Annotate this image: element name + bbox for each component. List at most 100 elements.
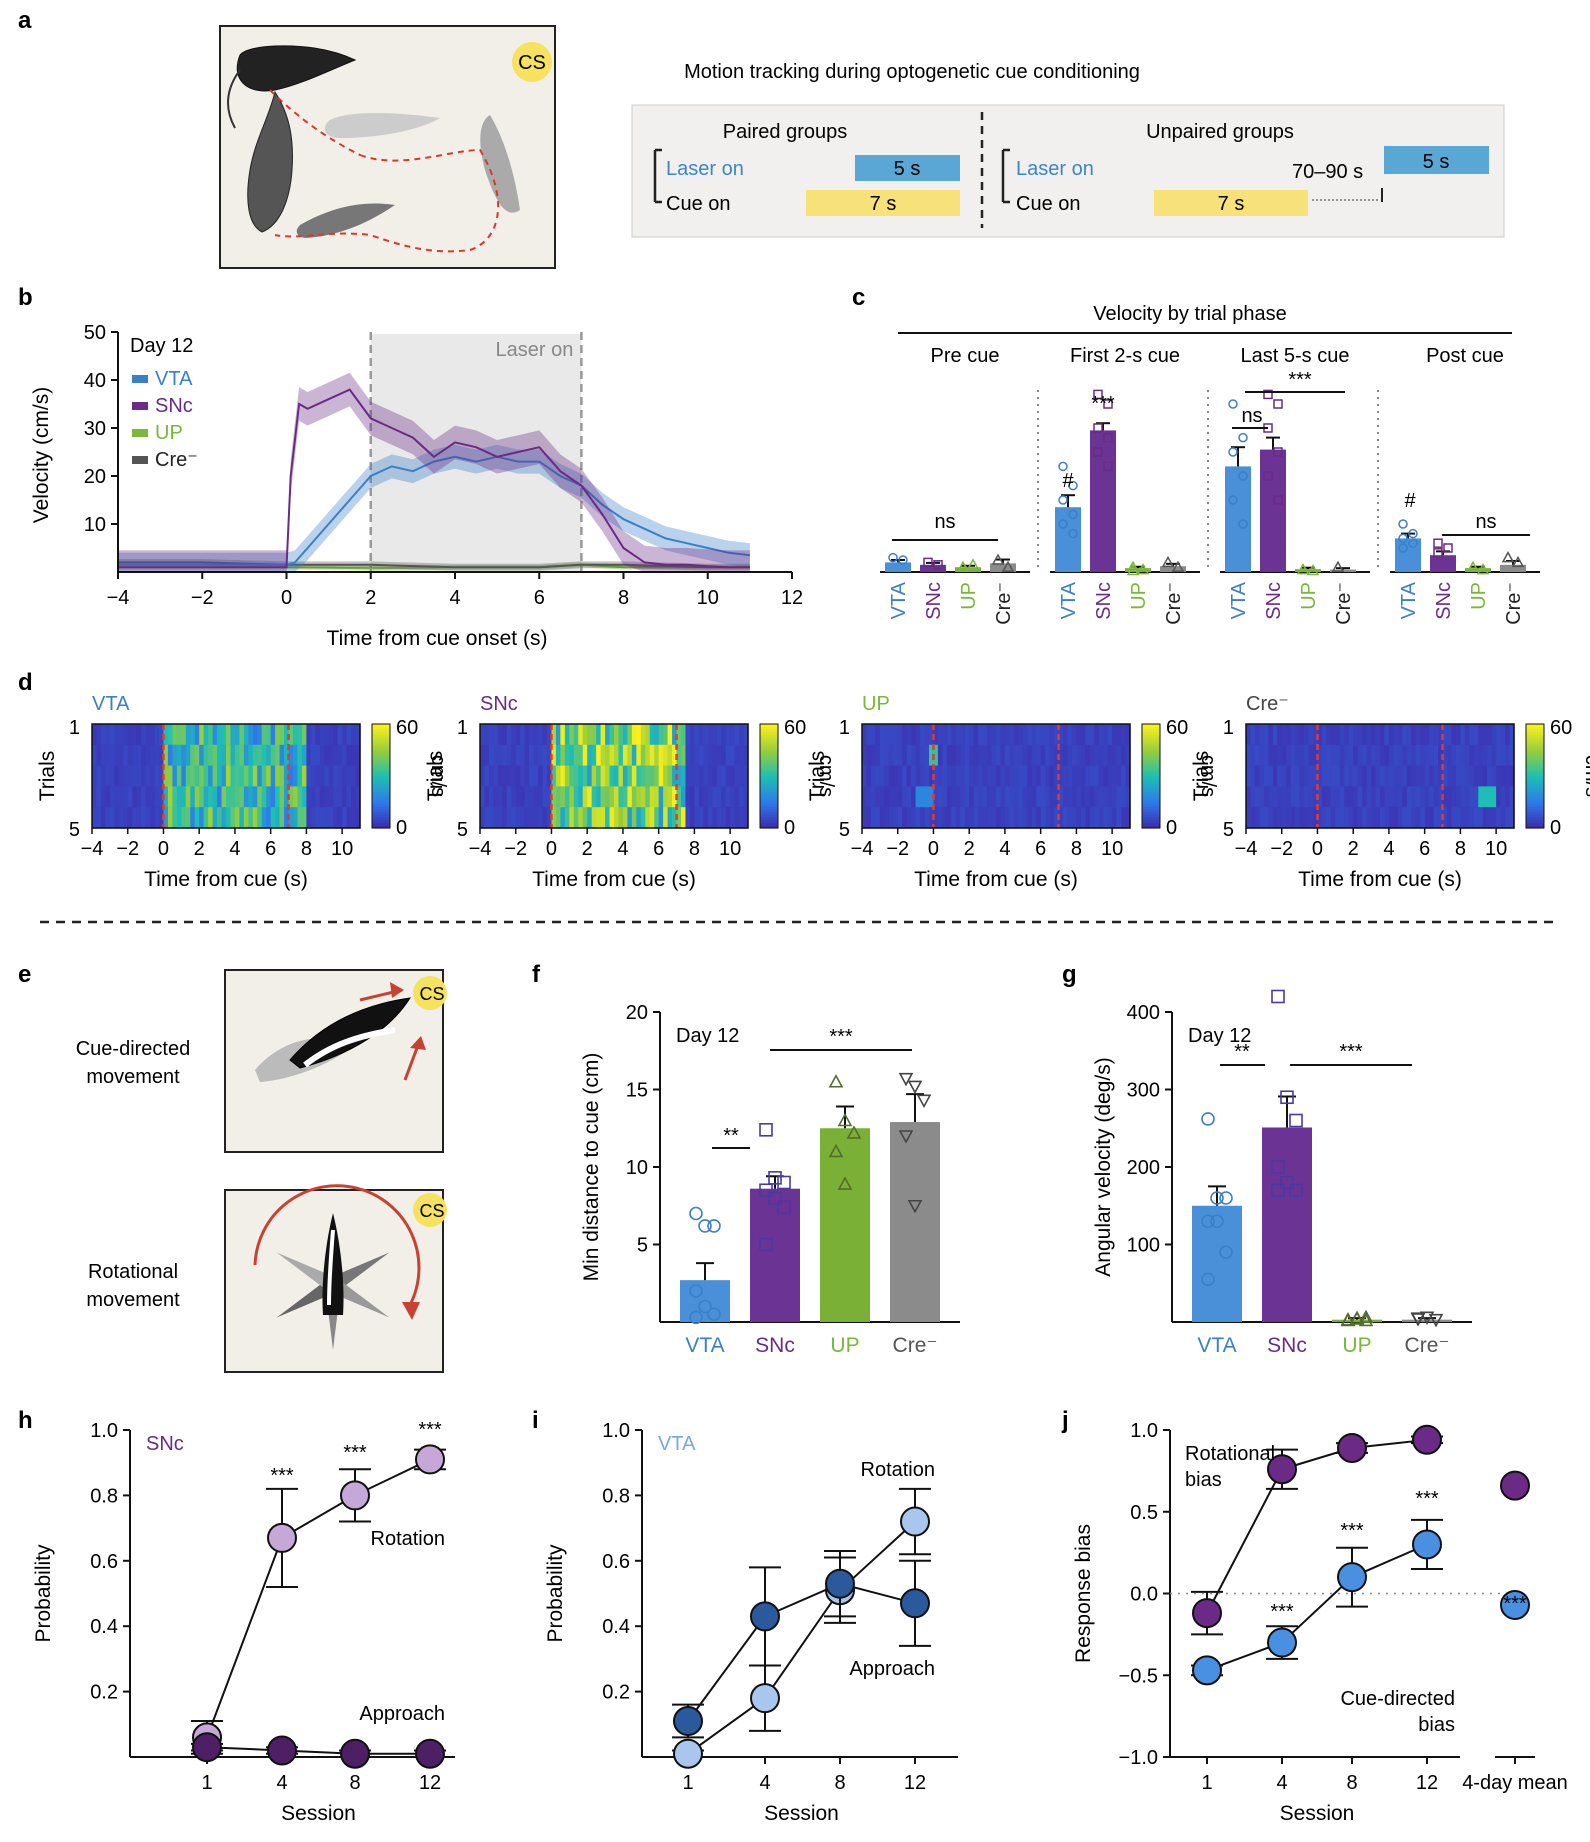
colorbar-cell (1142, 760, 1160, 764)
heatmap-cell (203, 724, 209, 746)
heatmap-cell (622, 786, 628, 808)
heatmap-cell (502, 724, 508, 746)
heatmap-cell (987, 807, 993, 829)
heatmap-y-tick-label: 5 (69, 819, 80, 841)
heatmap-cell (319, 765, 325, 787)
heatmap-cell (346, 786, 352, 808)
data-point (1280, 1175, 1294, 1190)
heatmap-cell (1371, 786, 1377, 808)
heatmap-x-tick-label: 2 (582, 838, 593, 860)
heatmap-cell (1299, 744, 1305, 767)
heatmap-cell (1357, 765, 1363, 787)
heatmap-cell (1112, 744, 1118, 767)
heatmap-cell (1442, 807, 1448, 829)
heatmap-cell (672, 724, 678, 746)
heatmap-cell (591, 724, 597, 746)
annotation-4: *** (270, 1465, 294, 1487)
heatmap-cell (515, 807, 521, 829)
heatmap-cell (105, 744, 111, 767)
heatmap-cell (689, 765, 695, 787)
heatmap-cell (1246, 724, 1252, 746)
heatmap-cell (1509, 744, 1515, 767)
colorbar-cell (760, 781, 778, 785)
heatmap-cell (1263, 744, 1269, 767)
heatmap-cell (897, 765, 903, 787)
heatmap-cell (337, 724, 343, 746)
colorbar-label: cm/s (427, 755, 449, 797)
colorbar-min: 0 (1550, 817, 1561, 839)
heatmap-cell (1125, 807, 1131, 829)
point-1-0 (1058, 461, 1068, 472)
heatmap-cell (1000, 786, 1006, 808)
heatmap-cell (698, 765, 704, 787)
heatmap-cell (862, 744, 868, 767)
heatmap-cell (132, 786, 138, 808)
bar-UP (1332, 1319, 1382, 1322)
heatmap-cell (1103, 744, 1109, 767)
heatmap-cell (1393, 807, 1399, 829)
heatmap-cell (1304, 786, 1310, 808)
y-tick-label: 1.0 (602, 1420, 630, 1442)
heatmap-cell (870, 744, 876, 767)
bar-UP (820, 1128, 870, 1322)
heatmap-x-tick-label: 8 (1071, 838, 1082, 860)
point-2-2 (1296, 563, 1310, 575)
heatmap-cell (1411, 744, 1417, 767)
data-point-1 (415, 1738, 445, 1769)
annotation-12: *** (418, 1419, 442, 1441)
y-tick-label: 0.4 (90, 1616, 118, 1638)
heatmap-cell (310, 724, 316, 746)
heatmap-x-tick-label: 8 (689, 838, 700, 860)
data-point (759, 1237, 773, 1252)
label-rotation: Rotation (371, 1528, 446, 1550)
heatmap-cell (951, 765, 957, 787)
heatmap-cell (1326, 724, 1332, 746)
heatmap-cell (1027, 807, 1033, 829)
heatmap-cell (996, 807, 1002, 829)
heatmap-cell (324, 786, 330, 808)
heatmap-cell (100, 807, 106, 829)
point-1-1 (1103, 399, 1113, 409)
heatmap-cell (105, 786, 111, 808)
point-3-2 (1476, 563, 1490, 575)
y-tick-label: 5 (637, 1235, 648, 1257)
point-2-3 (1331, 560, 1345, 572)
heatmap-cell (920, 786, 926, 808)
colorbar-frame (759, 723, 779, 829)
heatmap-cell (1420, 724, 1426, 746)
heatmap-cell (915, 724, 921, 746)
data-point-0 (750, 1683, 780, 1714)
heatmap-cell (520, 744, 526, 767)
heatmap-cell (1009, 765, 1015, 787)
point-1-0 (1068, 528, 1078, 539)
heatmap-cell (551, 786, 557, 808)
heatmap-cell (636, 765, 642, 787)
heatmap-cell (960, 744, 966, 767)
point-0-3 (1001, 560, 1015, 572)
heatmap-cell (230, 724, 236, 746)
heatmap-cell (707, 765, 713, 787)
heatmap-cell (1304, 765, 1310, 787)
heatmap-cell (676, 765, 682, 787)
heatmap-cell (1330, 744, 1336, 767)
heatmap-cell (1116, 807, 1122, 829)
heatmap-cell (1080, 724, 1086, 746)
panel-label-b: b (18, 284, 33, 311)
legend-swatch-2 (132, 429, 148, 437)
heatmap-x-tick-label: 6 (1419, 838, 1430, 860)
x-tick-label: 4 (1276, 1772, 1287, 1794)
paired-cue-duration: 7 s (870, 193, 897, 215)
heatmap-cell (1482, 724, 1488, 746)
mean-point-rotational (1500, 1470, 1530, 1501)
heatmap-cell (342, 807, 348, 829)
heatmap-cell (716, 807, 722, 829)
x-tick-label: 0 (281, 587, 292, 609)
heatmap-cell (573, 786, 579, 808)
heatmap-cell (1473, 807, 1479, 829)
heatmap-cell (888, 786, 894, 808)
colorbar-cell (760, 817, 778, 821)
heatmap-cell (569, 724, 575, 746)
panel-label-e: e (18, 961, 31, 988)
heatmap-cell (1272, 744, 1278, 767)
heatmap-cell (105, 765, 111, 787)
